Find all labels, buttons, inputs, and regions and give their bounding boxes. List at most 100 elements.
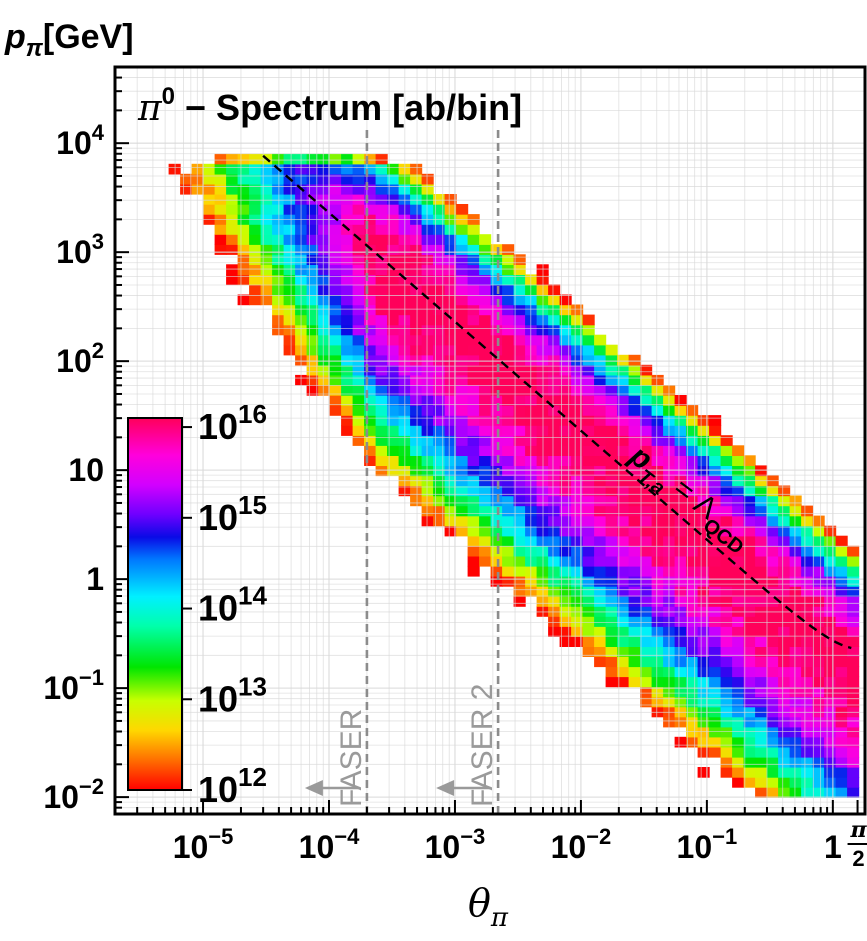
- heatmap-cell: [433, 324, 446, 336]
- heatmap-cell: [444, 455, 457, 466]
- heatmap-cell: [559, 395, 572, 406]
- heatmap-cell: [548, 485, 561, 497]
- heatmap-cell: [605, 515, 618, 527]
- heatmap-cell: [674, 596, 687, 607]
- heatmap-cell: [605, 455, 618, 466]
- heatmap-cell: [605, 385, 618, 396]
- heatmap-cell: [559, 455, 572, 466]
- heatmap-cell: [352, 153, 365, 165]
- heatmap-cell: [582, 555, 595, 567]
- heatmap-cell: [318, 163, 331, 175]
- heatmap-cell: [732, 666, 745, 678]
- heatmap-cell: [628, 586, 641, 597]
- heatmap-cell: [847, 586, 860, 597]
- heatmap-cell: [755, 535, 768, 547]
- heatmap-cell: [674, 646, 687, 657]
- heatmap-cell: [605, 374, 618, 386]
- heatmap-cell: [502, 405, 515, 416]
- heatmap-cell: [559, 385, 572, 396]
- heatmap-cell: [260, 294, 273, 306]
- heatmap-cell: [559, 405, 572, 416]
- heatmap-cell: [502, 525, 515, 537]
- heatmap-cell: [433, 294, 446, 306]
- heatmap-cell: [226, 153, 239, 165]
- heatmap-cell: [375, 395, 388, 406]
- heatmap-cell: [755, 696, 768, 708]
- pi-tick-numerator: π: [849, 817, 867, 843]
- heatmap-cell: [444, 405, 457, 416]
- heatmap-cell: [467, 234, 480, 245]
- heatmap-cell: [306, 183, 319, 195]
- heatmap-cell: [674, 425, 687, 436]
- y-tick-label: 10−2: [43, 774, 104, 815]
- heatmap-cell: [559, 324, 572, 336]
- heatmap-cell: [778, 565, 791, 577]
- heatmap-cell: [571, 314, 584, 326]
- heatmap-cell: [697, 726, 710, 738]
- heatmap-cell: [697, 646, 710, 657]
- heatmap-cell: [548, 626, 561, 637]
- heatmap-cell: [847, 666, 860, 678]
- heatmap-cell: [789, 726, 802, 738]
- heatmap-cell: [502, 545, 515, 557]
- heatmap-cell: [180, 173, 193, 185]
- heatmap-cell: [720, 686, 733, 698]
- heatmap-cell: [375, 173, 388, 185]
- heatmap-cell: [766, 666, 779, 678]
- heatmap-cell: [709, 666, 722, 678]
- heatmap-cell: [778, 545, 791, 557]
- heatmap-cell: [226, 224, 239, 235]
- heatmap-cell: [709, 515, 722, 527]
- heatmap-cell: [686, 726, 699, 738]
- heatmap-cell: [617, 515, 630, 527]
- heatmap-cell: [513, 354, 526, 366]
- heatmap-cell: [789, 545, 802, 557]
- heatmap-cell: [812, 716, 825, 728]
- heatmap-cell: [789, 555, 802, 567]
- heatmap-cell: [801, 716, 814, 728]
- heatmap-cell: [824, 726, 837, 738]
- heatmap-cell: [283, 284, 296, 296]
- heatmap-cell: [421, 204, 434, 215]
- heatmap-cell: [387, 435, 400, 446]
- heatmap-cell: [375, 163, 388, 175]
- heatmap-cell: [421, 284, 434, 296]
- heatmap-cell: [709, 525, 722, 537]
- heatmap-cell: [824, 767, 837, 778]
- heatmap-cell: [686, 676, 699, 688]
- heatmap-cell: [720, 455, 733, 466]
- heatmap-cell: [778, 535, 791, 547]
- heatmap-cell: [410, 374, 423, 386]
- heatmap-cell: [789, 535, 802, 547]
- heatmap-cell: [559, 374, 572, 386]
- heatmap-cell: [226, 194, 239, 205]
- detector-arrow-head: [436, 780, 455, 796]
- heatmap-cell: [352, 364, 365, 376]
- heatmap-cell: [847, 616, 860, 627]
- heatmap-cell: [410, 364, 423, 376]
- heatmap-cell: [364, 204, 377, 215]
- heatmap-cell: [559, 576, 572, 587]
- heatmap-cell: [341, 234, 354, 245]
- heatmap-cell: [352, 254, 365, 265]
- heatmap-cell: [341, 415, 354, 426]
- heatmap-cell: [732, 455, 745, 466]
- heatmap-cell: [812, 576, 825, 587]
- heatmap-cell: [674, 435, 687, 446]
- heatmap-cell: [375, 415, 388, 426]
- heatmap-cell: [617, 646, 630, 657]
- heatmap-cell: [433, 234, 446, 245]
- heatmap-cell: [352, 173, 365, 185]
- heatmap-cell: [249, 264, 262, 275]
- x-tick-label: 1: [824, 829, 842, 865]
- heatmap-cell: [237, 183, 250, 195]
- heatmap-cell: [410, 425, 423, 436]
- heatmap-cell: [433, 284, 446, 296]
- heatmap-cell: [789, 626, 802, 637]
- heatmap-cell: [502, 505, 515, 517]
- heatmap-cell: [490, 425, 503, 436]
- heatmap-cell: [766, 606, 779, 617]
- heatmap-cell: [214, 183, 227, 195]
- heatmap-cell: [479, 495, 492, 507]
